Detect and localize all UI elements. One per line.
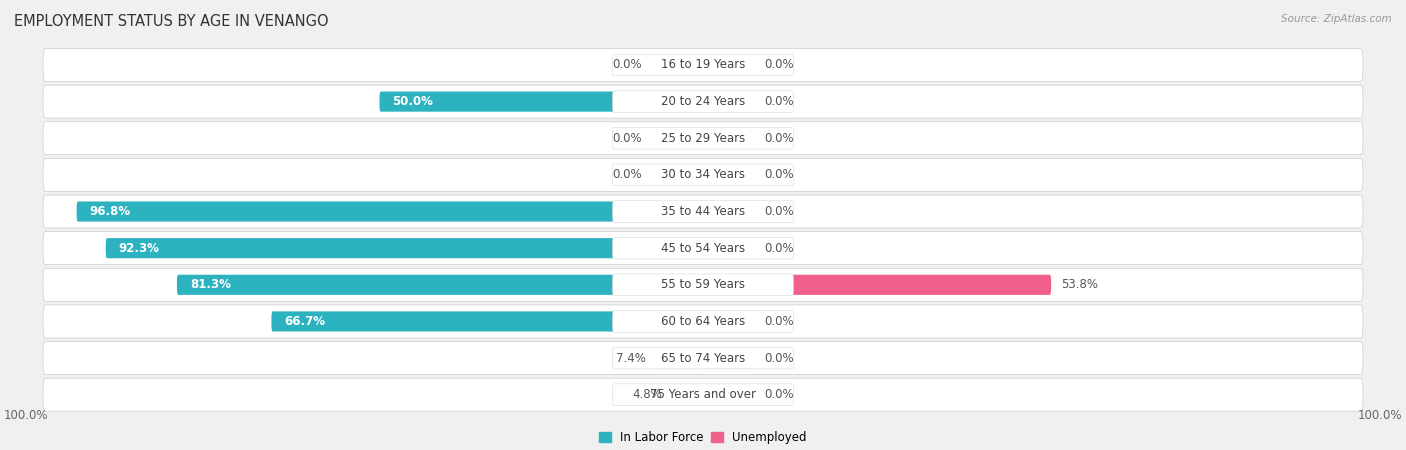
Text: 0.0%: 0.0% [765,205,794,218]
Text: Source: ZipAtlas.com: Source: ZipAtlas.com [1281,14,1392,23]
FancyBboxPatch shape [613,237,793,259]
Text: 20 to 24 Years: 20 to 24 Years [661,95,745,108]
FancyBboxPatch shape [105,238,703,258]
Text: 35 to 44 Years: 35 to 44 Years [661,205,745,218]
FancyBboxPatch shape [44,122,1362,155]
FancyBboxPatch shape [703,91,755,112]
Text: 0.0%: 0.0% [612,168,641,181]
Text: 53.8%: 53.8% [1062,278,1098,291]
FancyBboxPatch shape [613,347,793,369]
Text: 96.8%: 96.8% [90,205,131,218]
FancyBboxPatch shape [703,202,755,221]
Text: 30 to 34 Years: 30 to 34 Years [661,168,745,181]
FancyBboxPatch shape [380,91,703,112]
FancyBboxPatch shape [613,91,793,112]
FancyBboxPatch shape [613,164,793,186]
Text: 81.3%: 81.3% [190,278,231,291]
FancyBboxPatch shape [651,128,703,149]
FancyBboxPatch shape [703,311,755,332]
FancyBboxPatch shape [177,274,703,295]
FancyBboxPatch shape [703,238,755,258]
FancyBboxPatch shape [651,55,703,75]
FancyBboxPatch shape [44,232,1362,265]
FancyBboxPatch shape [77,202,703,221]
Text: 0.0%: 0.0% [612,58,641,72]
Text: 16 to 19 Years: 16 to 19 Years [661,58,745,72]
FancyBboxPatch shape [44,158,1362,191]
Text: 50.0%: 50.0% [392,95,433,108]
FancyBboxPatch shape [655,348,703,368]
FancyBboxPatch shape [44,195,1362,228]
Text: 4.8%: 4.8% [633,388,662,401]
Text: 0.0%: 0.0% [765,168,794,181]
Text: 65 to 74 Years: 65 to 74 Years [661,351,745,364]
FancyBboxPatch shape [703,165,755,185]
FancyBboxPatch shape [271,311,703,332]
Text: 92.3%: 92.3% [118,242,159,255]
Text: 100.0%: 100.0% [4,409,49,422]
FancyBboxPatch shape [613,274,793,296]
FancyBboxPatch shape [44,342,1362,374]
Text: 100.0%: 100.0% [1357,409,1402,422]
Text: 75 Years and over: 75 Years and over [650,388,756,401]
Text: 0.0%: 0.0% [765,95,794,108]
Text: 0.0%: 0.0% [765,132,794,145]
FancyBboxPatch shape [613,384,793,405]
FancyBboxPatch shape [44,305,1362,338]
Text: 0.0%: 0.0% [765,388,794,401]
FancyBboxPatch shape [703,348,755,368]
FancyBboxPatch shape [613,201,793,222]
FancyBboxPatch shape [703,55,755,75]
Text: 0.0%: 0.0% [765,58,794,72]
Text: 25 to 29 Years: 25 to 29 Years [661,132,745,145]
FancyBboxPatch shape [613,54,793,76]
FancyBboxPatch shape [44,268,1362,302]
FancyBboxPatch shape [703,385,755,405]
Legend: In Labor Force, Unemployed: In Labor Force, Unemployed [595,427,811,449]
Text: 60 to 64 Years: 60 to 64 Years [661,315,745,328]
Text: 0.0%: 0.0% [612,132,641,145]
FancyBboxPatch shape [44,49,1362,81]
FancyBboxPatch shape [651,165,703,185]
Text: EMPLOYMENT STATUS BY AGE IN VENANGO: EMPLOYMENT STATUS BY AGE IN VENANGO [14,14,329,28]
Text: 55 to 59 Years: 55 to 59 Years [661,278,745,291]
FancyBboxPatch shape [613,127,793,149]
Text: 45 to 54 Years: 45 to 54 Years [661,242,745,255]
FancyBboxPatch shape [44,85,1362,118]
FancyBboxPatch shape [672,385,703,405]
FancyBboxPatch shape [613,310,793,332]
FancyBboxPatch shape [703,128,755,149]
Text: 7.4%: 7.4% [616,351,645,364]
Text: 0.0%: 0.0% [765,315,794,328]
Text: 0.0%: 0.0% [765,242,794,255]
FancyBboxPatch shape [703,274,1052,295]
Text: 0.0%: 0.0% [765,351,794,364]
Text: 66.7%: 66.7% [284,315,325,328]
FancyBboxPatch shape [44,378,1362,411]
